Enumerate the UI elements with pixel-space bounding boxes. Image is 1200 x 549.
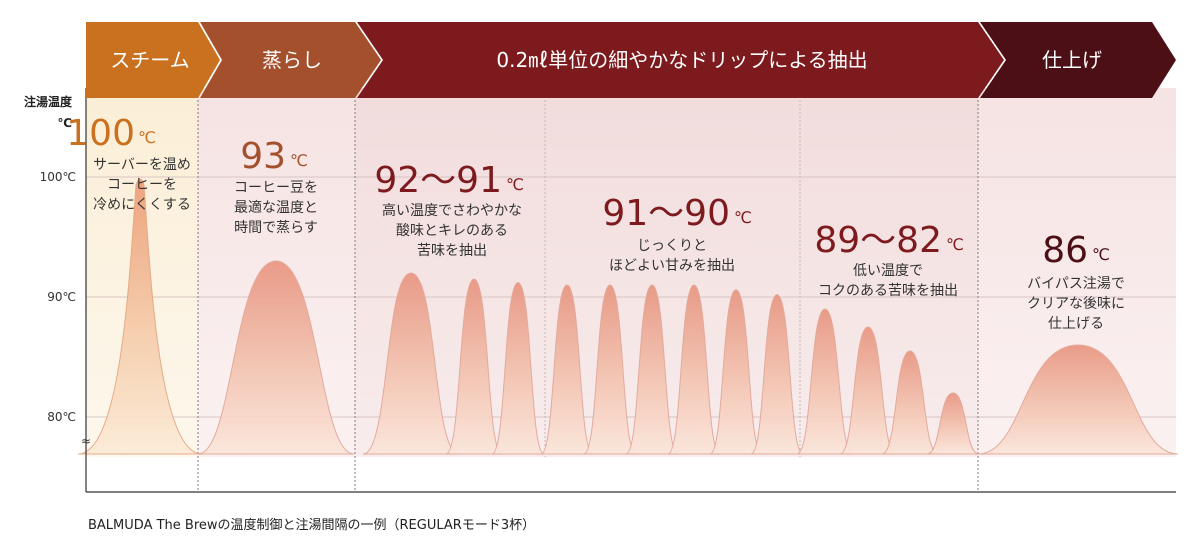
y-tick-90: 90℃ <box>47 290 76 304</box>
pulse-2-1 <box>445 278 503 455</box>
pulse-3-2 <box>625 284 679 455</box>
annotation-drip-high-line3: 苦味を抽出 <box>417 243 487 259</box>
annotation-bloom-line1: コーヒー豆を <box>234 180 318 196</box>
annotation-drip-high-unit: ℃ <box>506 175 524 194</box>
annotation-drip-low: 89～82 ℃ 低い温度で コクのある苦味を抽出 <box>814 220 964 299</box>
annotation-drip-low-line1: 低い温度で <box>853 263 923 279</box>
pulse-2-0 <box>362 272 460 455</box>
pulse-5-0 <box>977 344 1179 455</box>
annotation-steam-line2: コーヒーを <box>107 177 177 193</box>
pulse-1-0 <box>197 260 355 455</box>
pulse-series <box>77 178 1179 455</box>
pulse-3-0 <box>540 284 594 455</box>
phase-arrow-bloom <box>200 22 381 98</box>
pulse-2-2 <box>491 282 545 455</box>
pulse-3-3 <box>667 284 721 455</box>
annotation-drip-high-line2: 酸味とキレのある <box>396 223 508 239</box>
pulse-4-0 <box>796 308 854 455</box>
y-tick-100: 100℃ <box>40 170 76 184</box>
annotation-bloom-line3: 時間で蒸らす <box>234 220 318 236</box>
annotation-steam-line1: サーバーを温め <box>93 157 191 173</box>
annotation-bloom-line2: 最適な温度と <box>234 199 318 216</box>
pulse-3-1 <box>583 284 637 455</box>
bg-bottom-band <box>86 457 1176 492</box>
phase-arrow-finish <box>980 22 1176 98</box>
annotation-drip-low-temp: 89～82 <box>814 220 942 261</box>
pulse-0-0 <box>77 178 203 455</box>
annotation-drip-high-temp: 92～91 <box>374 160 502 201</box>
phase-arrow-steam <box>86 22 220 98</box>
annotation-finish-unit: ℃ <box>1092 245 1110 264</box>
annotation-steam-temp: 100 <box>66 113 135 154</box>
annotation-steam-line3: 冷めにくくする <box>93 197 191 213</box>
annotation-bloom: 93 ℃ コーヒー豆を 最適な温度と 時間で蒸らす <box>234 136 318 236</box>
annotation-finish-temp: 86 <box>1042 230 1088 271</box>
annotation-drip-mid-line1: じっくりと <box>637 238 707 254</box>
annotation-finish-line3: 仕上げる <box>1048 316 1104 332</box>
y-axis-title-line1: 注湯温度 <box>24 94 73 109</box>
phase-label-finish: 仕上げ <box>1042 48 1102 72</box>
phase-label-drip: 0.2㎖単位の細やかなドリップによる抽出 <box>496 48 867 72</box>
annotation-drip-high: 92～91 ℃ 高い温度でさわやかな 酸味とキレのある 苦味を抽出 <box>374 160 524 259</box>
annotation-drip-mid-unit: ℃ <box>734 208 752 227</box>
annotation-drip-low-line2: コクのある苦味を抽出 <box>818 283 958 299</box>
annotation-drip-mid-temp: 91～90 <box>602 193 730 234</box>
annotation-steam-unit: ℃ <box>138 128 156 147</box>
pulse-4-1 <box>839 326 897 455</box>
annotation-finish-line1: バイパス注湯で <box>1027 275 1125 292</box>
annotation-bloom-temp: 93 <box>240 136 286 177</box>
phase-bar: スチーム 蒸らし 0.2㎖単位の細やかなドリップによる抽出 仕上げ <box>86 22 1176 98</box>
annotation-finish-line2: クリアな後味に <box>1027 296 1125 312</box>
pulse-3-4 <box>709 289 763 455</box>
chart-caption: BALMUDA The Brewの温度制御と注湯間隔の一例（REGULARモード… <box>88 518 536 533</box>
pulse-4-3 <box>926 392 980 455</box>
pulse-3-5 <box>750 294 804 455</box>
phase-arrow-drip <box>357 22 1004 98</box>
annotation-drip-low-unit: ℃ <box>946 235 964 254</box>
annotation-bloom-unit: ℃ <box>290 151 308 170</box>
axis-break-symbol: ≈ <box>81 434 91 448</box>
phase-dividers <box>197 88 979 492</box>
y-axis-title-line2: ℃ <box>57 116 72 130</box>
y-tick-80: 80℃ <box>47 410 76 424</box>
annotation-drip-high-line1: 高い温度でさわやかな <box>382 202 522 219</box>
annotation-drip-mid-line2: ほどよい甘みを抽出 <box>609 258 735 274</box>
annotation-steam: 100 ℃ サーバーを温め コーヒーを 冷めにくくする <box>66 113 191 213</box>
annotation-finish: 86 ℃ バイパス注湯で クリアな後味に 仕上げる <box>1027 230 1125 332</box>
phase-label-steam: スチーム <box>110 48 189 72</box>
phase-label-bloom: 蒸らし <box>262 48 322 72</box>
y-axis-labels: 注湯温度 ℃ 100℃ 90℃ 80℃ ≈ <box>24 94 91 448</box>
annotation-drip-mid: 91～90 ℃ じっくりと ほどよい甘みを抽出 <box>602 193 752 274</box>
pulse-4-2 <box>881 350 939 455</box>
